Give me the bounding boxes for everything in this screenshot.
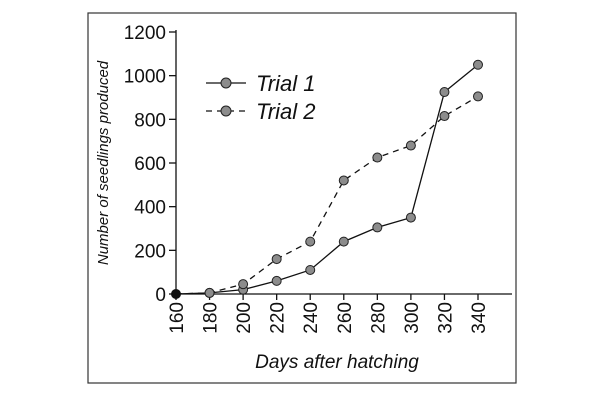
y-tick-label-1000: 1000 <box>124 67 166 88</box>
y-tick-label-1200: 1200 <box>124 23 166 44</box>
x-tick-label-160: 160 <box>167 302 188 334</box>
point-trial-1-320 <box>439 87 450 98</box>
axes <box>169 30 512 300</box>
point-trial-2-300 <box>405 140 416 151</box>
point-trial-2-260 <box>338 175 349 186</box>
x-tick-label-220: 220 <box>268 302 289 334</box>
point-trial-1-280 <box>372 222 383 233</box>
y-tick-label-0: 0 <box>155 285 166 306</box>
point-trial-2-200 <box>238 279 249 290</box>
x-tick-label-340: 340 <box>469 302 490 334</box>
series-line-trial-1 <box>175 64 479 295</box>
point-trial-2-240 <box>305 236 316 247</box>
series-layer <box>171 59 483 299</box>
y-tick-label-800: 800 <box>134 110 166 131</box>
point-trial-2-220 <box>271 254 282 265</box>
x-tick-label-200: 200 <box>234 302 255 334</box>
x-tick-label-180: 180 <box>201 302 222 334</box>
point-trial-1-300 <box>405 212 416 223</box>
legend-marker-trial-2 <box>220 105 232 117</box>
legend-label-trial-2: Trial 2 <box>256 99 316 124</box>
point-trial-2-180 <box>204 287 215 298</box>
point-trial-1-240 <box>305 264 316 275</box>
y-tick-label-600: 600 <box>134 154 166 175</box>
point-trial-2-320 <box>439 111 450 122</box>
x-tick-label-260: 260 <box>335 302 356 334</box>
legend-marker-trial-1 <box>220 77 232 89</box>
legend: Trial 1 Trial 2 <box>206 71 316 124</box>
x-tick-label-320: 320 <box>435 302 456 334</box>
x-tick-label-280: 280 <box>368 302 389 334</box>
legend-label-trial-1: Trial 1 <box>256 71 316 96</box>
x-axis-title: Days after hatching <box>255 352 419 373</box>
chart-frame <box>87 12 517 384</box>
x-tick-label-240: 240 <box>301 302 322 334</box>
point-trial-2-280 <box>372 152 383 163</box>
tick-labels: 0 200 400 600 800 1000 1200 160 180 200 220 240 260 2… <box>124 23 490 334</box>
series-line-trial-2 <box>175 95 479 295</box>
point-trial-1-260 <box>338 236 349 247</box>
point-trial-1-220 <box>271 275 282 286</box>
y-tick-label-200: 200 <box>134 241 166 262</box>
point-origin-160 <box>171 289 181 299</box>
point-trial-1-340 <box>473 59 483 70</box>
point-trial-2-340 <box>473 91 483 102</box>
y-tick-label-400: 400 <box>134 198 166 219</box>
x-tick-label-300: 300 <box>402 302 423 334</box>
y-axis-title: Number of seedlings produced <box>95 60 112 265</box>
